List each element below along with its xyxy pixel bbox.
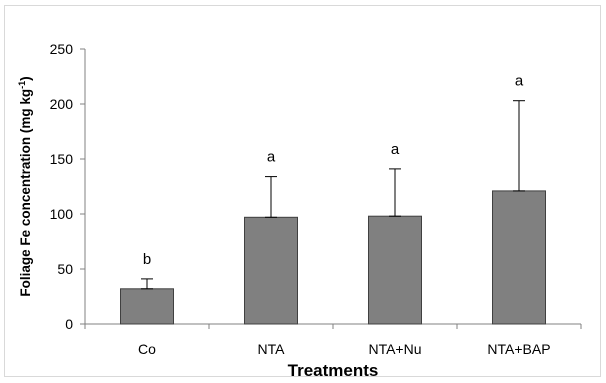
x-tick-label: NTA — [258, 341, 286, 357]
y-tick-label: 200 — [50, 96, 74, 112]
bar — [244, 216, 298, 325]
x-tick-label: Co — [138, 341, 156, 357]
x-tick-label: NTA+BAP — [487, 341, 550, 357]
chart-bars — [120, 190, 546, 325]
bar — [492, 190, 546, 325]
significance-letter: a — [515, 73, 524, 90]
y-axis-title-suffix: ) — [18, 76, 33, 81]
significance-letters: b a a a — [143, 73, 524, 268]
chart-frame — [4, 5, 601, 377]
y-axis-title-superscript: -1 — [17, 81, 27, 89]
y-tick-label: 250 — [50, 41, 74, 57]
bar — [368, 215, 422, 325]
y-tick-labels: 0 50 100 150 200 250 — [50, 41, 74, 332]
significance-letter: a — [391, 141, 400, 158]
y-tick-label: 0 — [65, 316, 73, 332]
x-axis-title: Treatments — [288, 361, 379, 380]
y-axis-title: Foliage Fe concentration (mg kg-1) — [17, 76, 33, 296]
y-tick-label: 50 — [57, 261, 73, 277]
y-tick-label: 100 — [50, 206, 74, 222]
x-tick-label: NTA+Nu — [368, 341, 421, 357]
significance-letter: a — [267, 149, 276, 166]
x-tick-labels: Co NTA NTA+Nu NTA+BAP — [138, 341, 551, 357]
y-axis-title-main: Foliage Fe concentration (mg kg — [18, 89, 33, 297]
significance-letter: b — [143, 251, 151, 268]
error-bars — [141, 100, 525, 290]
y-tick-label: 150 — [50, 151, 74, 167]
bar — [120, 288, 174, 325]
